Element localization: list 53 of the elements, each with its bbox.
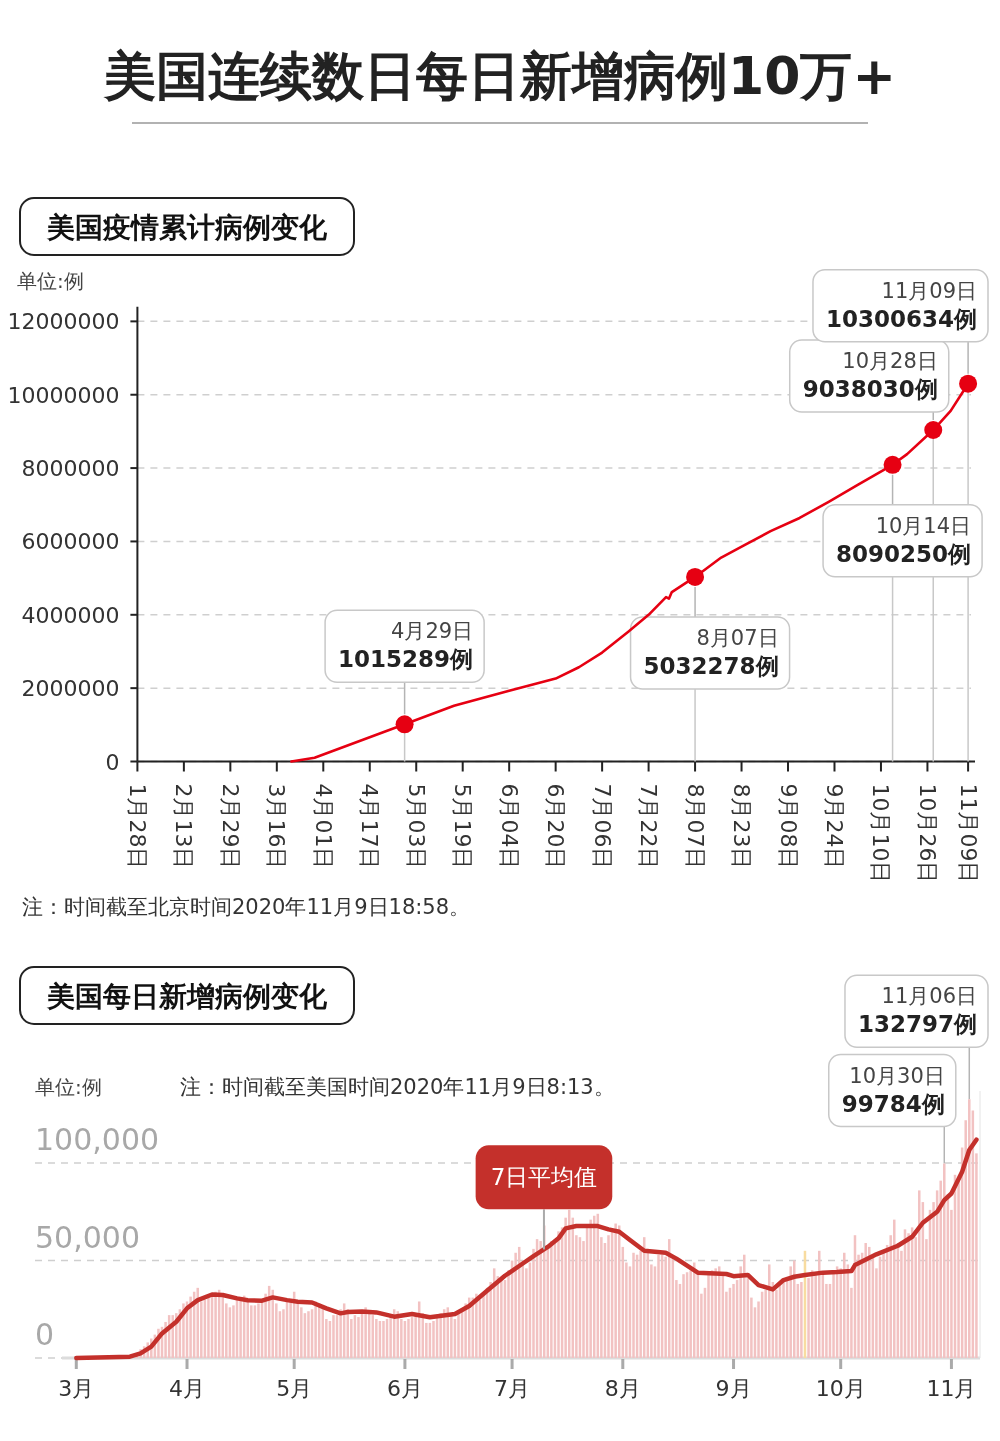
text: 注：时间截至北京时间2020年11月9日18:58。 [22, 895, 471, 919]
x-tick-label: 11月 [926, 1376, 977, 1401]
annotation: 8月07日 5032278例 [643, 625, 779, 679]
y-tick-label: 4000000 [21, 602, 120, 628]
x-tick-label: 6月 [386, 1376, 423, 1401]
x-tick-label: 9月24日 [821, 783, 847, 870]
annotation: 10月30日 99784例 [841, 1063, 945, 1117]
x-tick-label: 3月 [58, 1376, 95, 1401]
x-tick-label: 9月08日 [775, 783, 801, 870]
y-tick-label: 0 [35, 1317, 55, 1352]
x-tick-label: 8月23日 [729, 783, 755, 870]
annotation: 注：时间截至美国时间2020年11月9日8:13。 [180, 1075, 615, 1099]
x-tick-label: 7月 [494, 1376, 531, 1401]
annotation: 10月28日 9038030例 [802, 349, 938, 403]
x-tick-label: 5月03日 [403, 783, 429, 870]
series-label: 7日平均值 [490, 1164, 598, 1191]
x-tick-label: 10月 [815, 1376, 866, 1401]
y-axis-title: 单位:例 [35, 1075, 102, 1099]
annotation: 11月09日 10300634例 [825, 278, 977, 332]
x-tick-label: 2月29日 [217, 783, 243, 870]
chart-subtitle: 美国疫情累计病例变化 [46, 210, 328, 244]
x-tick-label: 5月 [276, 1376, 313, 1401]
x-tick-label: 9月 [715, 1376, 752, 1401]
x-tick-label: 4月01日 [310, 783, 336, 870]
x-tick-label: 4月 [169, 1376, 206, 1401]
x-tick-label: 8月07日 [682, 783, 708, 870]
x-tick-label: 7月22日 [636, 783, 662, 870]
x-tick-label: 8月 [604, 1376, 641, 1401]
y-tick-label: 0 [105, 749, 120, 775]
y-tick-label: 50,000 [35, 1219, 140, 1255]
y-tick-label: 6000000 [21, 529, 120, 555]
y-tick-label: 12000000 [7, 309, 120, 335]
x-tick-label: 6月04日 [496, 783, 522, 870]
chart-title: 美国每日新增病例变化 [46, 979, 328, 1013]
x-tick-label: 4月17日 [357, 783, 383, 870]
chart-title: 美国连续数日每日新增病例10万+ [103, 46, 896, 106]
x-tick-label: 10月10日 [868, 783, 894, 884]
x-tick-label: 10月26日 [914, 783, 940, 884]
y-tick-label: 100,000 [35, 1122, 160, 1158]
x-tick-label: 3月16日 [264, 783, 290, 870]
y-axis-title: 单位:例 [17, 269, 84, 293]
y-tick-label: 10000000 [7, 382, 120, 408]
x-tick-label: 11月09日 [955, 783, 981, 884]
x-tick-label: 7月06日 [589, 783, 615, 870]
x-tick-label: 1月28日 [124, 783, 150, 870]
x-tick-label: 2月13日 [171, 783, 197, 870]
x-tick-label: 6月20日 [543, 783, 569, 870]
y-tick-label: 8000000 [21, 456, 120, 482]
y-tick-label: 2000000 [21, 676, 120, 702]
annotation: 10月14日 8090250例 [836, 513, 972, 567]
annotation: 4月29日 1015289例 [338, 619, 474, 673]
x-tick-label: 5月19日 [450, 783, 476, 870]
annotation: 11月06日 132797例 [857, 984, 977, 1038]
